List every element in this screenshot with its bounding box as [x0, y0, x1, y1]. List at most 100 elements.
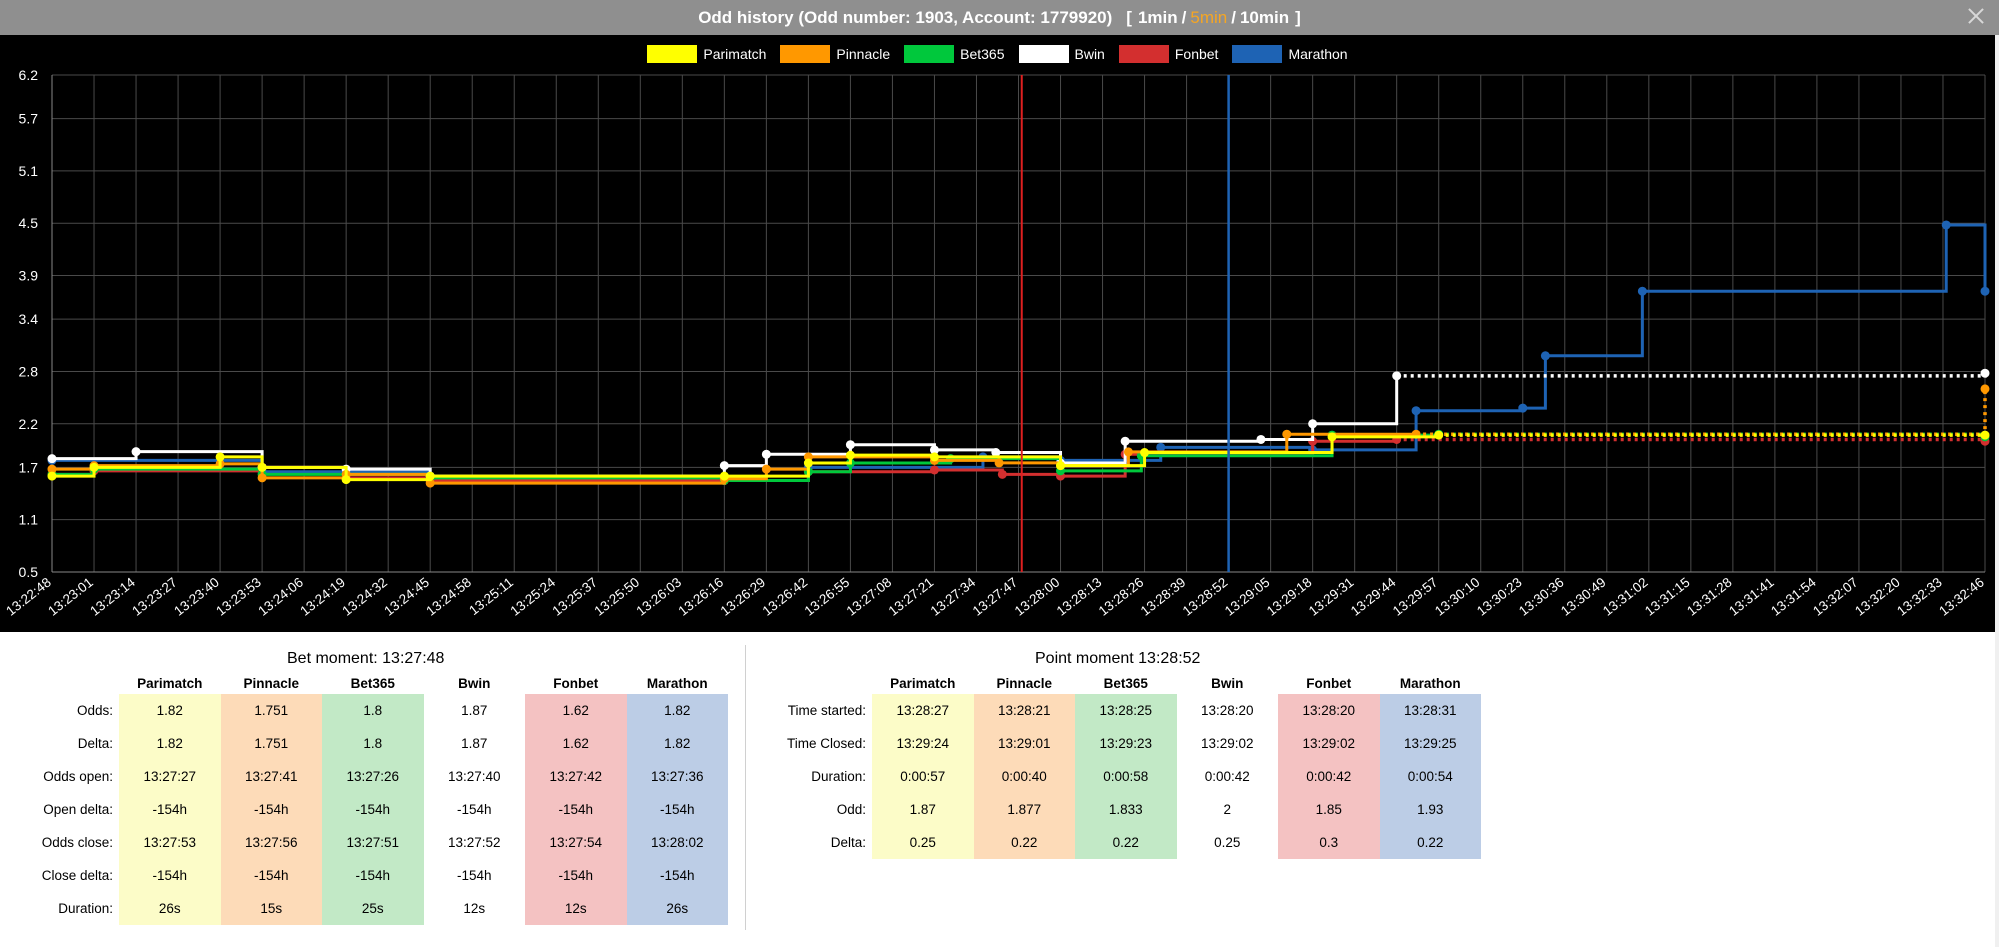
legend-label: Parimatch — [703, 46, 767, 62]
table-cell: 0:00:42 — [1176, 760, 1278, 793]
series-point-marathon — [1518, 403, 1528, 413]
legend-swatch — [1018, 45, 1069, 63]
series-point-parimatch — [803, 458, 813, 468]
series-point-pinnacle — [1123, 447, 1133, 457]
table-cell: -154h — [119, 859, 221, 892]
panel-divider — [745, 645, 746, 930]
x-tick-label: 13:29:44 — [1348, 574, 1399, 618]
x-tick-label: 13:23:27 — [129, 575, 180, 619]
bet-moment-table: Parimatch Pinnacle Bet365 Bwin Fonbet Maratho… — [0, 672, 728, 925]
x-tick-label: 13:32:46 — [1936, 575, 1987, 619]
x-tick-label: 13:25:24 — [507, 574, 558, 618]
x-tick-label: 13:24:19 — [297, 575, 348, 619]
table-cell: 15s — [220, 892, 322, 925]
column-header-bwin: Bwin — [458, 675, 491, 691]
legend-label: Marathon — [1288, 46, 1348, 62]
x-tick-label: 13:31:02 — [1600, 575, 1651, 619]
table-cell: 13:29:23 — [1075, 727, 1177, 760]
legend-swatch — [647, 45, 698, 63]
y-tick-label: 5.7 — [19, 111, 39, 127]
table-cell: 13:28:02 — [626, 826, 728, 859]
y-tick-label: 0.5 — [19, 564, 39, 580]
table-row: Duration: 26s 15s 25s 12s 12s 26s — [0, 892, 728, 925]
legend-item-marathon[interactable]: Marathon — [1232, 45, 1348, 63]
series-point-parimatch — [1327, 432, 1337, 442]
legend-item-bwin[interactable]: Bwin — [1018, 45, 1105, 63]
legend-swatch — [780, 45, 831, 63]
series-point-marathon — [1156, 442, 1166, 452]
series-point-parimatch — [425, 471, 435, 481]
table-cell: -154h — [626, 793, 728, 826]
x-tick-label: 13:29:05 — [1222, 575, 1273, 619]
y-tick-label: 3.9 — [19, 268, 39, 284]
column-header-pinnacle: Pinnacle — [243, 675, 300, 691]
table-cell: -154h — [322, 793, 424, 826]
series-point-bwin — [1308, 419, 1318, 429]
legend-item-parimatch[interactable]: Parimatch — [647, 45, 766, 63]
column-header-marathon: Marathon — [1399, 675, 1461, 691]
table-row: Time started: 13:28:27 13:28:21 13:28:25 13:… — [765, 694, 1481, 727]
table-cell: 1.87 — [872, 793, 974, 826]
column-header-bet365: Bet365 — [350, 675, 395, 691]
series-point-parimatch — [341, 475, 351, 485]
table-cell: 13:27:54 — [525, 826, 627, 859]
table-cell: 1.82 — [119, 727, 221, 760]
table-cell: 13:29:01 — [973, 727, 1075, 760]
legend-label: Fonbet — [1174, 46, 1219, 62]
chart-legend: Parimatch Pinnacle Bet365 Bwin Fonbet Maratho… — [0, 45, 1995, 63]
close-icon[interactable] — [1965, 5, 1987, 27]
column-header-pinnacle: Pinnacle — [996, 675, 1053, 691]
odds-chart-svg: 13:22:4813:23:0113:23:1413:23:2713:23:40… — [3, 67, 1990, 619]
range-5min[interactable]: 5min — [1190, 7, 1228, 27]
table-cell: 13:29:02 — [1176, 727, 1278, 760]
table-cell: 13:27:41 — [220, 760, 322, 793]
legend-label: Bwin — [1074, 46, 1105, 62]
table-cell: 1.8 — [322, 727, 424, 760]
x-tick-label: 13:30:10 — [1432, 575, 1483, 619]
x-tick-label: 13:25:11 — [466, 575, 516, 619]
table-cell: 13:27:52 — [423, 826, 525, 859]
x-tick-label: 13:29:18 — [1264, 575, 1315, 619]
x-tick-label: 13:26:29 — [718, 575, 769, 619]
legend-item-fonbet[interactable]: Fonbet — [1118, 45, 1219, 63]
series-point-marathon — [1540, 351, 1550, 361]
range-1min[interactable]: 1min — [1137, 7, 1178, 27]
series-point-parimatch — [1980, 430, 1990, 440]
table-row: Delta: 1.82 1.751 1.8 1.87 1.62 1.82 — [0, 727, 728, 760]
table-cell: 1.82 — [626, 694, 728, 727]
table-row: Odds close: 13:27:53 13:27:56 13:27:51 13:27… — [0, 826, 728, 859]
range-10min[interactable]: 10min — [1239, 7, 1290, 27]
x-tick-label: 13:32:33 — [1894, 575, 1945, 619]
x-tick-label: 13:26:03 — [634, 575, 685, 619]
row-label: Odds open: — [43, 769, 113, 784]
x-tick-label: 13:23:40 — [171, 575, 222, 619]
y-tick-label: 2.8 — [19, 363, 39, 379]
table-cell: -154h — [525, 859, 627, 892]
table-cell: 0:00:57 — [872, 760, 974, 793]
table-cell: 13:29:25 — [1379, 727, 1481, 760]
row-label: Open delta: — [43, 802, 113, 817]
legend-item-bet365[interactable]: Bet365 — [904, 45, 1005, 63]
table-cell: -154h — [322, 859, 424, 892]
column-header-bwin: Bwin — [1211, 675, 1244, 691]
table-cell: 12s — [525, 892, 627, 925]
x-tick-label: 13:30:36 — [1516, 575, 1567, 619]
series-point-bwin — [1120, 436, 1130, 446]
table-cell: 13:28:20 — [1176, 694, 1278, 727]
table-cell: -154h — [119, 793, 221, 826]
x-tick-label: 13:26:55 — [802, 575, 853, 619]
x-tick-label: 13:31:15 — [1642, 575, 1693, 619]
legend-item-pinnacle[interactable]: Pinnacle — [780, 45, 890, 63]
series-point-marathon — [1941, 220, 1951, 230]
series-point-fonbet — [997, 469, 1007, 479]
x-tick-label: 13:28:26 — [1096, 575, 1147, 619]
table-cell: 13:28:21 — [973, 694, 1075, 727]
legend-swatch — [1118, 45, 1169, 63]
table-cell: -154h — [423, 793, 525, 826]
table-cell: 1.751 — [220, 694, 322, 727]
table-cell: 26s — [626, 892, 728, 925]
table-cell: 13:28:31 — [1379, 694, 1481, 727]
window-titlebar: Odd history (Odd number: 1903, Account: … — [0, 0, 1999, 35]
series-point-pinnacle — [1980, 384, 1990, 394]
table-cell: 13:27:40 — [423, 760, 525, 793]
